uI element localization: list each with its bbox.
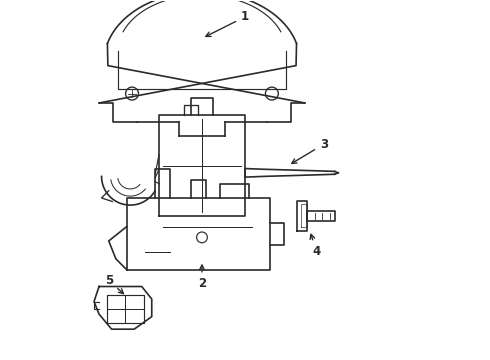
Text: 2: 2 — [198, 265, 206, 291]
Text: 5: 5 — [104, 274, 123, 294]
Text: 4: 4 — [310, 234, 321, 258]
Text: 1: 1 — [206, 10, 249, 36]
Text: 3: 3 — [292, 138, 328, 163]
